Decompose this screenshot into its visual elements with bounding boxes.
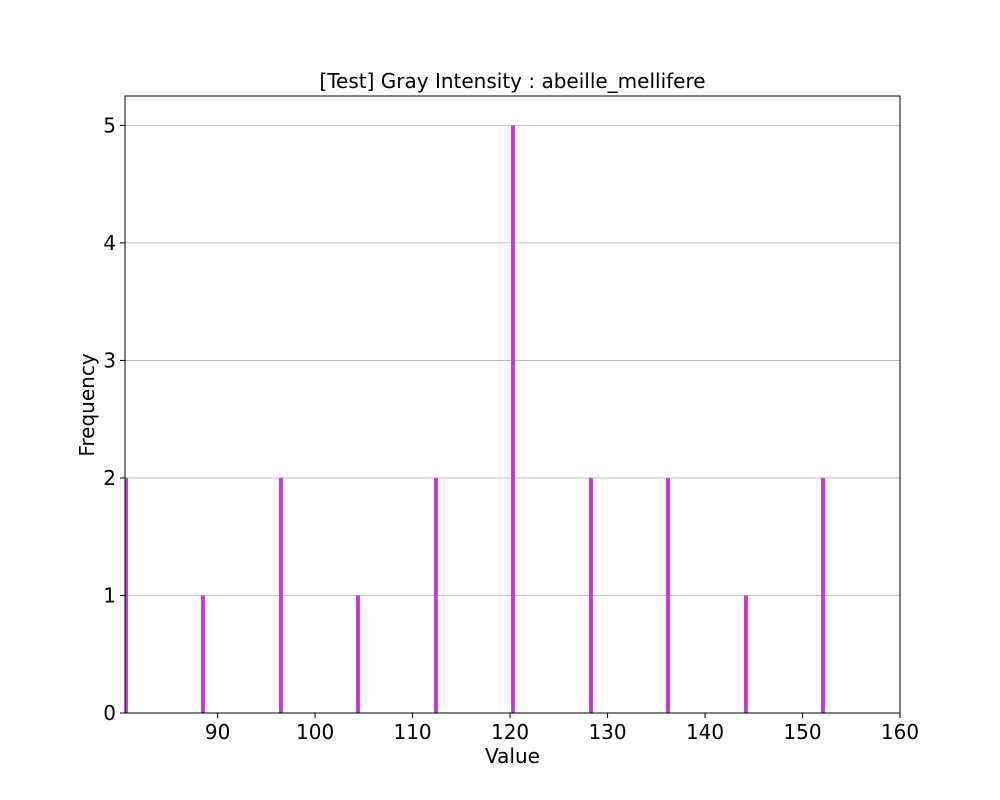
y-tick-label: 5: [103, 113, 116, 137]
x-tick-label: 90: [205, 720, 230, 744]
histogram-bar: [125, 477, 128, 713]
y-axis-ticks: 0 1 2 3 4 5: [103, 113, 125, 725]
x-axis-ticks: 90 100 110 120 130 140 150 160: [205, 713, 919, 744]
histogram-bar: [589, 477, 593, 713]
x-tick-label: 120: [491, 720, 529, 744]
histogram-bar: [434, 477, 438, 713]
plot-area-frame: [124, 95, 901, 714]
histogram-bar: [279, 477, 283, 713]
x-tick-label: 150: [783, 720, 821, 744]
histogram-bar: [666, 477, 670, 713]
x-axis-label: Value: [485, 744, 540, 768]
x-tick-label: 110: [393, 720, 431, 744]
histogram-bar: [744, 595, 748, 713]
histogram-bar: [511, 125, 515, 713]
x-tick-label: 160: [881, 720, 919, 744]
x-tick-label: 130: [588, 720, 626, 744]
histogram-bar: [821, 477, 825, 713]
bars: [125, 125, 825, 713]
y-tick-label: 4: [103, 231, 116, 255]
y-tick-label: 1: [103, 583, 116, 607]
x-tick-label: 100: [296, 720, 334, 744]
y-tick-label: 3: [103, 348, 116, 372]
y-tick-label: 0: [103, 701, 116, 725]
y-axis-label: Frequency: [75, 353, 99, 456]
histogram-bar: [201, 595, 205, 713]
y-tick-label: 2: [103, 466, 116, 490]
x-tick-label: 140: [686, 720, 724, 744]
chart-title: [Test] Gray Intensity : abeille_mellifer…: [319, 69, 705, 93]
histogram-bar: [356, 595, 360, 713]
